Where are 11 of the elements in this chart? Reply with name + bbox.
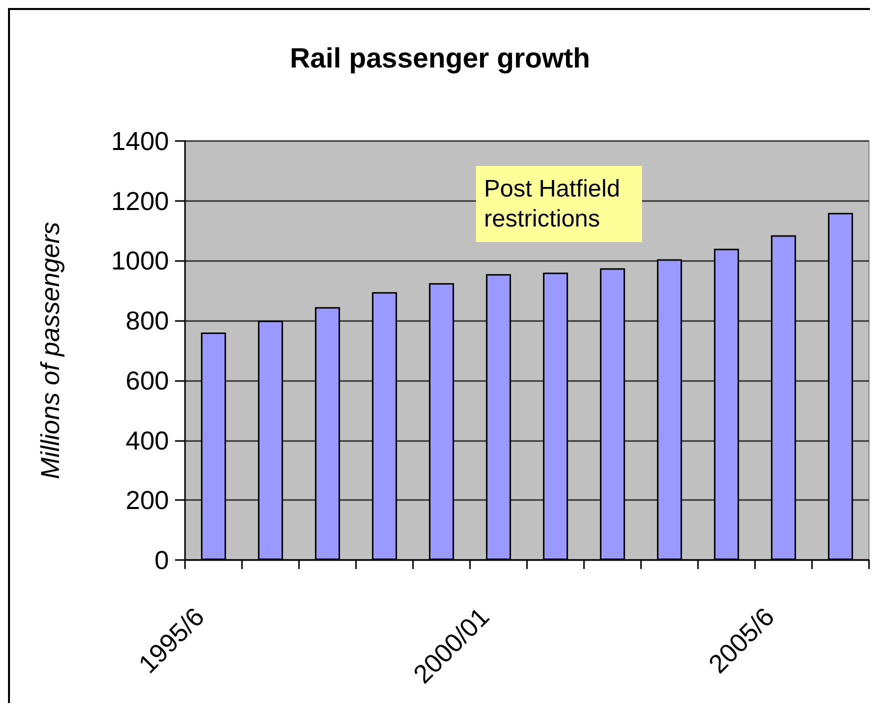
y-tick-label: 1000 <box>111 246 169 276</box>
y-tick-label: 600 <box>126 365 169 396</box>
y-axis-title: Millions of passengers <box>35 222 65 480</box>
chart-title: Rail passenger growth <box>290 42 590 74</box>
y-tick-label: 1400 <box>111 126 169 156</box>
y-tick-label: 0 <box>154 545 169 575</box>
y-tick-label: 400 <box>126 425 169 456</box>
annotation: Post Hatfield restrictions <box>484 176 627 232</box>
y-tick-label: 800 <box>126 306 169 336</box>
y-tick-label: 200 <box>126 485 169 516</box>
y-tick-label: 1200 <box>111 186 169 216</box>
